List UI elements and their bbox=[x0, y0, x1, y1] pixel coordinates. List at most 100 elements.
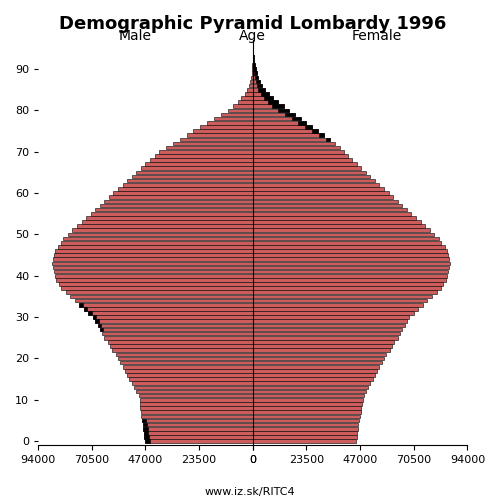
Bar bbox=[54, 254, 253, 257]
Bar bbox=[253, 158, 352, 162]
Bar bbox=[118, 187, 253, 191]
Text: Age: Age bbox=[240, 29, 266, 43]
Bar bbox=[253, 100, 278, 104]
Bar bbox=[56, 278, 253, 281]
Bar bbox=[122, 183, 253, 186]
Bar bbox=[272, 104, 283, 108]
Bar bbox=[253, 286, 441, 290]
Bar bbox=[150, 158, 253, 162]
Bar bbox=[253, 282, 444, 286]
Bar bbox=[142, 414, 253, 418]
Bar bbox=[253, 96, 274, 100]
Bar bbox=[144, 435, 149, 439]
Bar bbox=[248, 84, 253, 87]
Bar bbox=[253, 241, 441, 244]
Text: Female: Female bbox=[352, 29, 403, 43]
Bar bbox=[116, 352, 253, 356]
Bar bbox=[253, 166, 361, 170]
Bar bbox=[194, 129, 253, 133]
Bar bbox=[253, 192, 388, 195]
Bar bbox=[74, 299, 253, 302]
Bar bbox=[122, 365, 253, 368]
Bar bbox=[127, 373, 253, 377]
Bar bbox=[253, 134, 324, 137]
Bar bbox=[130, 378, 253, 381]
Bar bbox=[253, 258, 449, 261]
Bar bbox=[142, 418, 253, 422]
Bar bbox=[253, 344, 392, 348]
Bar bbox=[77, 224, 253, 228]
Bar bbox=[110, 344, 253, 348]
Bar bbox=[253, 212, 412, 216]
Bar bbox=[253, 440, 356, 443]
Bar bbox=[79, 303, 253, 306]
Bar bbox=[108, 340, 253, 344]
Bar bbox=[173, 142, 253, 146]
Bar bbox=[253, 340, 394, 344]
Bar bbox=[319, 134, 324, 137]
Bar bbox=[61, 286, 253, 290]
Bar bbox=[312, 129, 318, 133]
Bar bbox=[104, 336, 253, 340]
Bar bbox=[253, 378, 372, 381]
Bar bbox=[253, 414, 360, 418]
Bar bbox=[88, 311, 92, 315]
Bar bbox=[86, 216, 253, 220]
Bar bbox=[146, 440, 150, 443]
Bar bbox=[95, 320, 253, 323]
Bar bbox=[253, 174, 370, 178]
Bar bbox=[261, 92, 268, 96]
Bar bbox=[98, 324, 253, 327]
Bar bbox=[221, 112, 253, 116]
Bar bbox=[253, 249, 447, 253]
Bar bbox=[253, 373, 375, 377]
Bar bbox=[253, 336, 398, 340]
Bar bbox=[88, 311, 253, 315]
Bar bbox=[253, 216, 416, 220]
Bar bbox=[84, 307, 87, 310]
Bar bbox=[100, 328, 103, 332]
Bar bbox=[253, 390, 366, 394]
Bar bbox=[253, 307, 418, 310]
Bar bbox=[253, 356, 384, 360]
Bar bbox=[253, 270, 448, 274]
Text: Male: Male bbox=[118, 29, 151, 43]
Bar bbox=[253, 142, 335, 146]
Bar bbox=[253, 332, 400, 336]
Bar bbox=[253, 348, 390, 352]
Bar bbox=[54, 270, 253, 274]
Bar bbox=[114, 192, 253, 195]
Bar bbox=[253, 162, 356, 166]
Bar bbox=[253, 72, 257, 75]
Bar bbox=[253, 427, 358, 430]
Bar bbox=[251, 76, 253, 79]
Bar bbox=[253, 183, 380, 186]
Bar bbox=[253, 125, 312, 129]
Bar bbox=[253, 402, 362, 406]
Bar bbox=[253, 55, 254, 58]
Bar bbox=[253, 196, 393, 199]
Bar bbox=[136, 170, 253, 174]
Bar bbox=[326, 138, 330, 141]
Bar bbox=[144, 431, 148, 434]
Bar bbox=[254, 72, 257, 75]
Bar bbox=[253, 423, 358, 426]
Bar bbox=[142, 418, 146, 422]
Bar bbox=[306, 125, 312, 129]
Bar bbox=[79, 303, 82, 306]
Bar bbox=[252, 67, 253, 71]
Bar bbox=[298, 121, 306, 124]
Bar bbox=[82, 220, 253, 224]
Bar bbox=[200, 125, 253, 129]
Bar bbox=[253, 112, 295, 116]
Bar bbox=[253, 418, 359, 422]
Bar bbox=[68, 232, 253, 236]
Bar bbox=[253, 121, 306, 124]
Bar bbox=[257, 84, 262, 87]
Bar bbox=[253, 278, 446, 281]
Bar bbox=[102, 332, 253, 336]
Bar bbox=[253, 108, 290, 112]
Bar bbox=[56, 249, 253, 253]
Bar bbox=[132, 174, 253, 178]
Bar bbox=[109, 196, 253, 199]
